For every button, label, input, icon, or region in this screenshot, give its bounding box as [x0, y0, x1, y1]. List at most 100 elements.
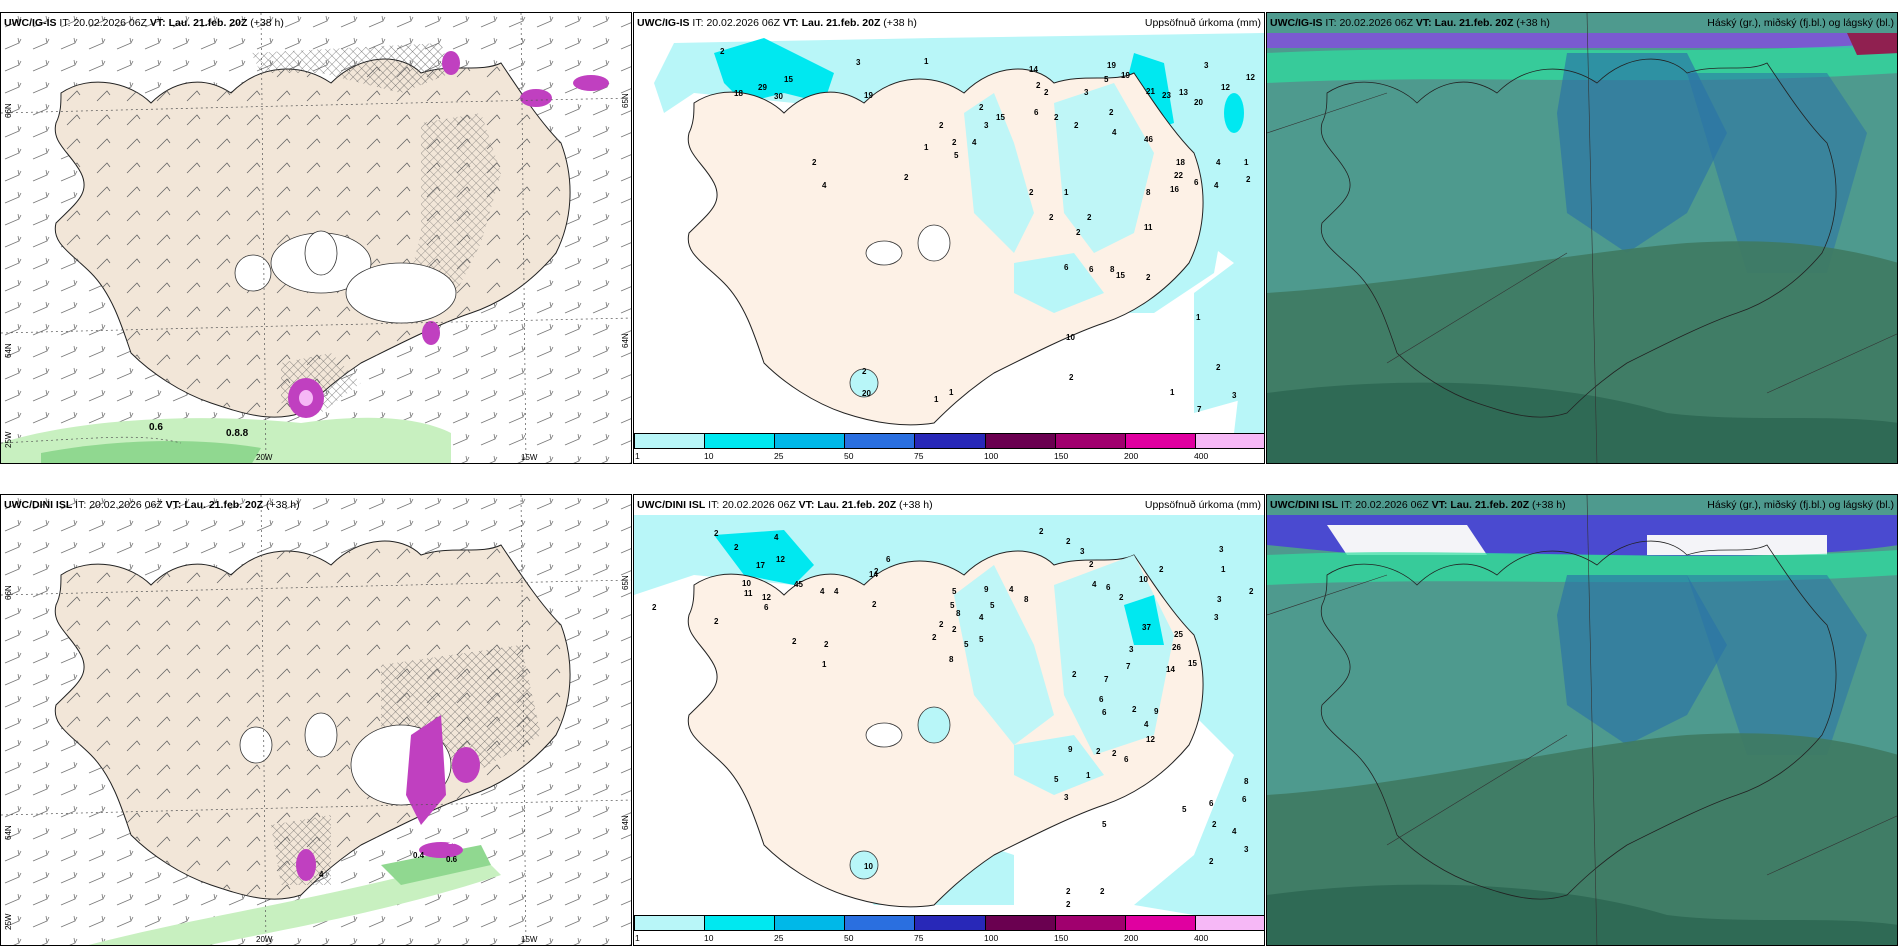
- precip-value: 2: [1249, 587, 1254, 596]
- precip-value: 4: [820, 587, 825, 596]
- lon-label-15w: 15W: [521, 935, 538, 944]
- precip-value: 2: [1159, 565, 1164, 574]
- precip-value: 2: [939, 121, 944, 130]
- colorbar-swatch: [1195, 434, 1264, 448]
- precip-map: [634, 13, 1264, 433]
- precip-value: 2: [1066, 887, 1071, 896]
- precip-value: 2: [714, 617, 719, 626]
- precip-value: 4: [1232, 827, 1237, 836]
- wind-map: [1, 495, 631, 945]
- precip-value: 3: [1129, 645, 1134, 654]
- precip-value: 3: [1244, 845, 1249, 854]
- precip-value: 2: [1100, 887, 1105, 896]
- precip-value: 5: [1104, 75, 1109, 84]
- lat-label-64n: 64N: [4, 343, 13, 358]
- precip-value: 14: [1029, 65, 1038, 74]
- precip-value: 6: [1242, 795, 1247, 804]
- colorbar-swatch: [635, 434, 706, 448]
- purple-blob: [573, 75, 609, 91]
- precip-value: 16: [1170, 185, 1179, 194]
- precip-colorbar: [634, 433, 1264, 449]
- precip-value: 10: [864, 862, 873, 871]
- precip-value: 4: [1216, 158, 1221, 167]
- precip-value: 9: [1068, 745, 1073, 754]
- precip-value: 23: [1162, 91, 1171, 100]
- colorbar-label: 400: [1194, 933, 1209, 943]
- precip-value: 4: [1112, 128, 1117, 137]
- colorbar-swatch: [915, 434, 986, 448]
- cloud-map: [1267, 13, 1897, 463]
- colorbar-label: 25: [774, 933, 784, 943]
- colorbar-label: 100: [984, 451, 999, 461]
- precip-value: 10: [742, 579, 751, 588]
- panel-wind-dini: UWC/DINI ISL IT: 20.02.2026 06Z VT: Lau.…: [0, 494, 632, 946]
- panel-right-title: Háský (gr.), miðský (fj.bl.) og lágský (…: [1707, 499, 1894, 511]
- precip-value: 6: [764, 603, 769, 612]
- precip-value: 5: [950, 601, 955, 610]
- precip-value: 2: [812, 158, 817, 167]
- colorbar-label: 10: [704, 451, 714, 461]
- colorbar-label: 400: [1194, 451, 1209, 461]
- precip-value: 21: [1146, 87, 1155, 96]
- precip-value: 1: [934, 395, 939, 404]
- panel-header: UWC/DINI ISL IT: 20.02.2026 06Z VT: Lau.…: [1270, 499, 1566, 511]
- precip-value: 30: [774, 92, 783, 101]
- precip-value: 2: [792, 637, 797, 646]
- precip-value: 4: [834, 587, 839, 596]
- iceland-coast: [1320, 58, 1837, 418]
- precip-value: 1: [924, 57, 929, 66]
- precip-value: 6: [1089, 265, 1094, 274]
- panel-wind-igis: UWC/IG-IS IT: 20.02.2026 06Z VT: Lau. 21…: [0, 12, 632, 464]
- precip-value: 13: [1179, 88, 1188, 97]
- precip-value: 3: [1080, 547, 1085, 556]
- colorbar-label: 75: [914, 451, 924, 461]
- precip-value: 1: [1244, 158, 1249, 167]
- precip-value: 17: [756, 561, 765, 570]
- precip-value: 2: [1109, 108, 1114, 117]
- precip-value: 20: [862, 389, 871, 398]
- colorbar-swatch: [985, 916, 1056, 930]
- precip-value: 3: [1204, 61, 1209, 70]
- wind-map: [1, 13, 631, 463]
- precip-value: 5: [952, 587, 957, 596]
- panel-precip-dini: UWC/DINI ISL IT: 20.02.2026 06Z VT: Lau.…: [633, 494, 1265, 946]
- precip-value: 12: [1246, 73, 1255, 82]
- precip-value: 5: [1054, 775, 1059, 784]
- precip-value: 2: [652, 603, 657, 612]
- panel-header: UWC/IG-IS IT: 20.02.2026 06Z VT: Lau. 21…: [4, 17, 284, 29]
- precip-value: 5: [990, 601, 995, 610]
- panel-header: UWC/IG-IS IT: 20.02.2026 06Z VT: Lau. 21…: [1270, 17, 1550, 29]
- precip-value: 2: [734, 543, 739, 552]
- precip-map: [634, 495, 1264, 915]
- precip-value: 8: [1110, 265, 1115, 274]
- precip-value: 20: [1194, 98, 1203, 107]
- precip-value: 10: [1139, 575, 1148, 584]
- colorbar-swatch: [985, 434, 1056, 448]
- precip-value: 4: [1214, 181, 1219, 190]
- precip-value: 4: [1009, 585, 1014, 594]
- precip-value: 2: [1132, 705, 1137, 714]
- colorbar-swatch: [1125, 434, 1196, 448]
- colorbar-swatch: [1055, 434, 1126, 448]
- precip-value: 2: [1072, 670, 1077, 679]
- colorbar-label: 25: [774, 451, 784, 461]
- panel-clouds-igis: UWC/IG-IS IT: 20.02.2026 06Z VT: Lau. 21…: [1266, 12, 1898, 464]
- cloud-map: [1267, 495, 1897, 945]
- precip-value: 22: [1174, 171, 1183, 180]
- precip-value: 46: [1144, 135, 1153, 144]
- precip-value: 37: [1142, 623, 1151, 632]
- precip-value: 6: [1034, 108, 1039, 117]
- colorbar-swatch: [1125, 916, 1196, 930]
- precip-value: 1: [1064, 188, 1069, 197]
- precip-value: 3: [856, 58, 861, 67]
- colorbar-label: 200: [1124, 451, 1139, 461]
- precip-value: 6: [1124, 755, 1129, 764]
- precip-value: 19: [1121, 71, 1130, 80]
- precip-value: 5: [1102, 820, 1107, 829]
- precip-value: 6: [1099, 695, 1104, 704]
- precip-value: 1: [1196, 313, 1201, 322]
- colorbar-label: 100: [984, 933, 999, 943]
- precip-value: 4: [979, 613, 984, 622]
- panel-precip-igis: UWC/IG-IS IT: 20.02.2026 06Z VT: Lau. 21…: [633, 12, 1265, 464]
- precip-value: 2: [1216, 363, 1221, 372]
